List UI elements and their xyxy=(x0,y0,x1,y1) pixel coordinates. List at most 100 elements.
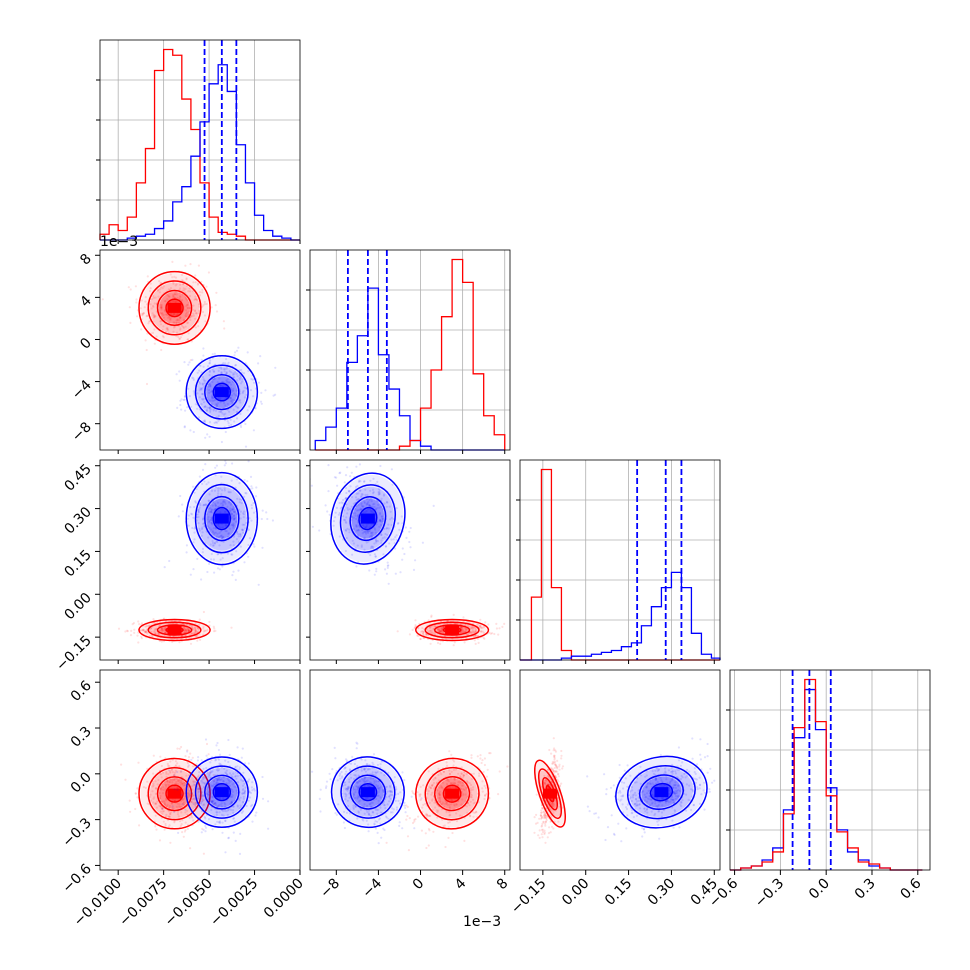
sample-point xyxy=(169,811,173,814)
sample-point xyxy=(216,778,219,782)
sample-point xyxy=(145,625,148,628)
sample-point xyxy=(363,776,366,780)
sample-point xyxy=(267,827,270,830)
sample-point xyxy=(154,802,157,805)
sample-point xyxy=(173,788,176,791)
sample-point xyxy=(439,629,442,632)
sample-point xyxy=(217,748,220,752)
sample-point xyxy=(231,794,234,797)
sample-point xyxy=(464,628,467,632)
sample-point xyxy=(552,749,555,752)
sample-point xyxy=(371,545,374,548)
sample-point xyxy=(462,788,465,791)
sample-point xyxy=(232,831,235,834)
sample-point xyxy=(243,791,246,795)
sample-point xyxy=(205,777,208,780)
sample-point xyxy=(363,501,366,505)
sample-point xyxy=(160,305,163,308)
sample-point xyxy=(155,335,158,338)
sample-point xyxy=(194,621,197,625)
sample-point xyxy=(175,322,178,325)
sample-point xyxy=(140,299,143,302)
sample-point xyxy=(325,780,329,783)
sample-point xyxy=(192,781,195,784)
sample-point xyxy=(197,522,200,525)
sample-point xyxy=(554,770,557,774)
sample-point xyxy=(194,801,197,805)
sample-point xyxy=(222,320,225,323)
sample-point xyxy=(392,538,395,541)
panel-frame xyxy=(309,459,511,661)
sample-point xyxy=(379,822,382,825)
sample-point xyxy=(644,796,647,799)
sample-point xyxy=(198,475,201,478)
sample-point xyxy=(387,523,390,526)
sample-point xyxy=(472,811,475,814)
sample-point xyxy=(380,520,383,523)
sample-point xyxy=(346,759,349,762)
sample-point xyxy=(345,537,348,540)
sample-point xyxy=(212,408,216,411)
sample-point xyxy=(220,493,223,496)
sample-point xyxy=(699,783,702,786)
sample-point xyxy=(318,797,321,801)
sample-point xyxy=(439,630,442,633)
sample-point xyxy=(236,497,239,500)
sample-point xyxy=(173,773,176,776)
sample-point xyxy=(228,779,231,782)
sample-point xyxy=(149,287,152,290)
sample-point xyxy=(176,747,179,750)
sample-point xyxy=(212,799,215,802)
sample-point xyxy=(348,531,351,534)
sample-point xyxy=(179,403,182,407)
sample-point xyxy=(178,379,181,382)
sample-point xyxy=(231,809,235,812)
sample-point xyxy=(385,526,389,530)
sample-point xyxy=(448,807,451,810)
sample-point xyxy=(229,511,232,514)
sample-point xyxy=(216,741,219,745)
sample-point xyxy=(202,627,205,630)
sample-point xyxy=(350,515,354,518)
sample-point xyxy=(466,624,469,627)
sample-point xyxy=(366,493,369,496)
sample-point xyxy=(211,368,214,371)
sample-point xyxy=(367,500,370,504)
sample-point xyxy=(213,542,217,545)
sample-point xyxy=(219,821,222,824)
sample-point xyxy=(223,487,226,490)
sample-point xyxy=(426,788,429,791)
sample-point xyxy=(430,629,433,632)
sample-point xyxy=(127,286,130,289)
sample-point xyxy=(208,521,211,524)
sample-point xyxy=(364,776,367,779)
sample-point xyxy=(250,805,253,808)
sample-point xyxy=(470,754,473,757)
sample-point xyxy=(181,503,184,506)
sample-point xyxy=(427,844,430,847)
sample-point xyxy=(171,778,174,782)
sample-point xyxy=(227,782,230,785)
sample-point xyxy=(241,528,244,531)
sample-point xyxy=(161,807,164,810)
sample-point xyxy=(230,795,233,799)
sample-point xyxy=(620,840,623,843)
sample-point xyxy=(376,763,379,767)
sample-point xyxy=(246,351,249,354)
sample-point xyxy=(222,361,225,365)
sample-point xyxy=(668,781,672,784)
sample-point xyxy=(233,392,236,395)
panel-bg xyxy=(520,460,720,660)
sample-point xyxy=(183,801,186,804)
sample-point xyxy=(462,792,465,795)
sample-point xyxy=(227,361,230,364)
sample-point xyxy=(261,775,264,779)
sample-point xyxy=(200,800,203,803)
sample-point xyxy=(478,774,481,778)
sample-point xyxy=(184,325,187,328)
sample-point xyxy=(255,811,258,814)
sample-point xyxy=(383,493,386,496)
sample-point xyxy=(630,786,634,789)
sample-point xyxy=(357,774,360,777)
sample-point xyxy=(201,518,205,521)
